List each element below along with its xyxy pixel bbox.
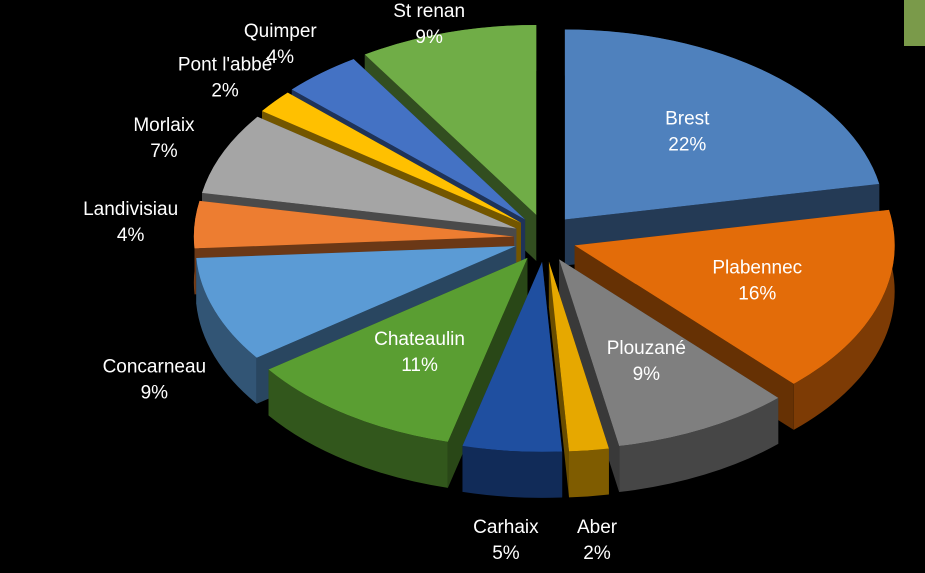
slice-label: Carhaix — [473, 517, 539, 538]
slice-label: St renan — [393, 1, 465, 22]
slice-label: Landivisiau — [83, 199, 178, 220]
slice-value-label: 16% — [738, 284, 776, 305]
slice-value-label: 22% — [668, 135, 706, 156]
slice-label: Quimper — [244, 21, 318, 42]
slice-label: Brest — [665, 109, 710, 130]
chart: Brest 22% Plabennec 16% Plouzané 9% Aber 2% Carh… — [0, 0, 925, 573]
slice-label: Plabennec — [712, 258, 802, 279]
slice-value-label: 2% — [583, 543, 611, 564]
slice-value-label: 9% — [633, 364, 661, 385]
slice-side — [569, 448, 609, 497]
slice-value-label: 11% — [401, 355, 438, 376]
slice-value-label: 9% — [141, 382, 169, 403]
slice-value-label: 7% — [150, 141, 178, 162]
slice-label: Pont l'abbé — [178, 54, 272, 75]
slice-value-label: 9% — [415, 27, 443, 48]
slice-label: Plouzané — [607, 338, 686, 359]
slice-label: Aber — [577, 517, 618, 538]
slice-value-label: 4% — [267, 47, 295, 68]
slice-label: Chateaulin — [374, 329, 465, 350]
corner-image — [904, 0, 925, 46]
slice-side — [462, 446, 562, 498]
slice-value-label: 5% — [492, 543, 520, 564]
slice-label: Morlaix — [133, 115, 195, 136]
slice-value-label: 2% — [211, 80, 239, 101]
slice-label: Concarneau — [103, 356, 207, 377]
slice-value-label: 4% — [117, 225, 145, 246]
